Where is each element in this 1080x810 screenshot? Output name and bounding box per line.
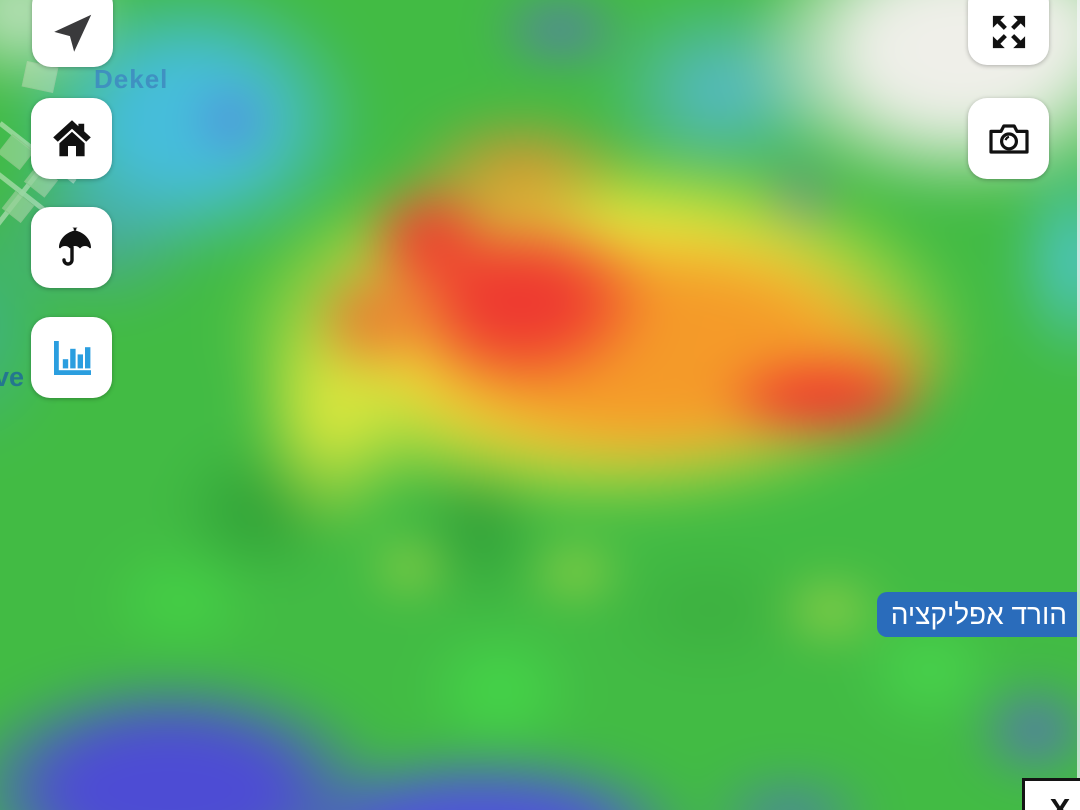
rain-layer-button[interactable]	[31, 207, 112, 288]
fullscreen-button[interactable]	[968, 0, 1049, 65]
download-app-banner[interactable]: הורד אפליקציה	[876, 592, 1077, 637]
screenshot-button[interactable]	[968, 98, 1049, 179]
statistics-button[interactable]	[31, 317, 112, 398]
umbrella-icon	[48, 224, 96, 272]
download-app-label: הורד אפליקציה	[890, 598, 1067, 630]
bar-chart-icon	[48, 334, 96, 382]
location-arrow-icon	[50, 0, 96, 56]
home-icon	[48, 115, 96, 163]
home-button[interactable]	[31, 98, 112, 179]
locate-me-button[interactable]	[32, 0, 113, 67]
expand-arrows-icon	[986, 0, 1032, 55]
screen-edge-line	[1077, 0, 1080, 810]
clipped-dialog-close-box[interactable]: X	[1022, 778, 1080, 810]
close-x-letter: X	[1049, 792, 1071, 810]
camera-icon	[985, 115, 1033, 163]
